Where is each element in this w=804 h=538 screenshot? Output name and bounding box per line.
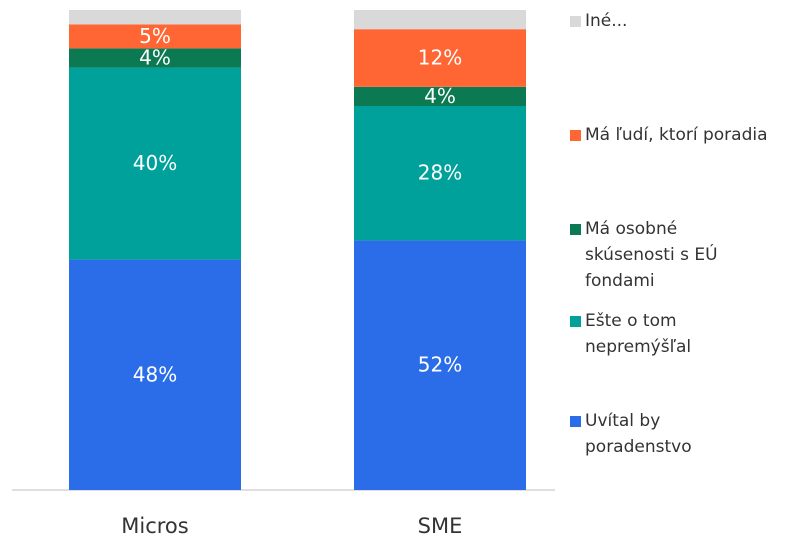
data-label: 5% <box>139 24 171 48</box>
bar-segment <box>354 10 526 30</box>
bar-segment <box>69 67 241 260</box>
data-label: 40% <box>133 151 177 175</box>
bar-segment <box>69 10 241 25</box>
data-label: 12% <box>418 46 462 70</box>
bar-segment <box>354 86 526 106</box>
bar-segment <box>354 106 526 241</box>
bar-segment <box>69 259 241 490</box>
x-tick-label: SME <box>418 514 463 538</box>
legend-label: Ešte o tom nepremýšľal <box>585 311 692 357</box>
legend-label: Uvítal by poradenstvo <box>585 411 692 457</box>
legend-item: Iné... <box>570 8 790 34</box>
legend-label: Má osobné skúsenosti s EÚ fondami <box>585 219 718 291</box>
legend-item: Má ľudí, ktorí poradia <box>570 122 790 148</box>
legend-item: Uvítal by poradenstvo <box>570 408 710 460</box>
data-label: 52% <box>418 353 462 377</box>
legend-label: Iné... <box>585 11 628 31</box>
legend-swatch <box>570 416 581 427</box>
bar-segment <box>354 240 526 490</box>
legend-item: Ešte o tom nepremýšľal <box>570 308 710 360</box>
legend-label: Má ľudí, ktorí poradia <box>585 125 768 145</box>
bar-segment <box>69 48 241 68</box>
legend-swatch <box>570 16 581 27</box>
legend-swatch <box>570 224 581 235</box>
data-label: 4% <box>424 84 456 108</box>
bar-segment <box>69 24 241 49</box>
data-label: 4% <box>139 46 171 70</box>
data-label: 28% <box>418 161 462 185</box>
legend-swatch <box>570 130 581 141</box>
data-label: 48% <box>133 362 177 386</box>
bar-segment <box>354 29 526 87</box>
x-tick-label: Micros <box>121 514 188 538</box>
legend-item: Má osobné skúsenosti s EÚ fondami <box>570 216 730 294</box>
legend-swatch <box>570 316 581 327</box>
